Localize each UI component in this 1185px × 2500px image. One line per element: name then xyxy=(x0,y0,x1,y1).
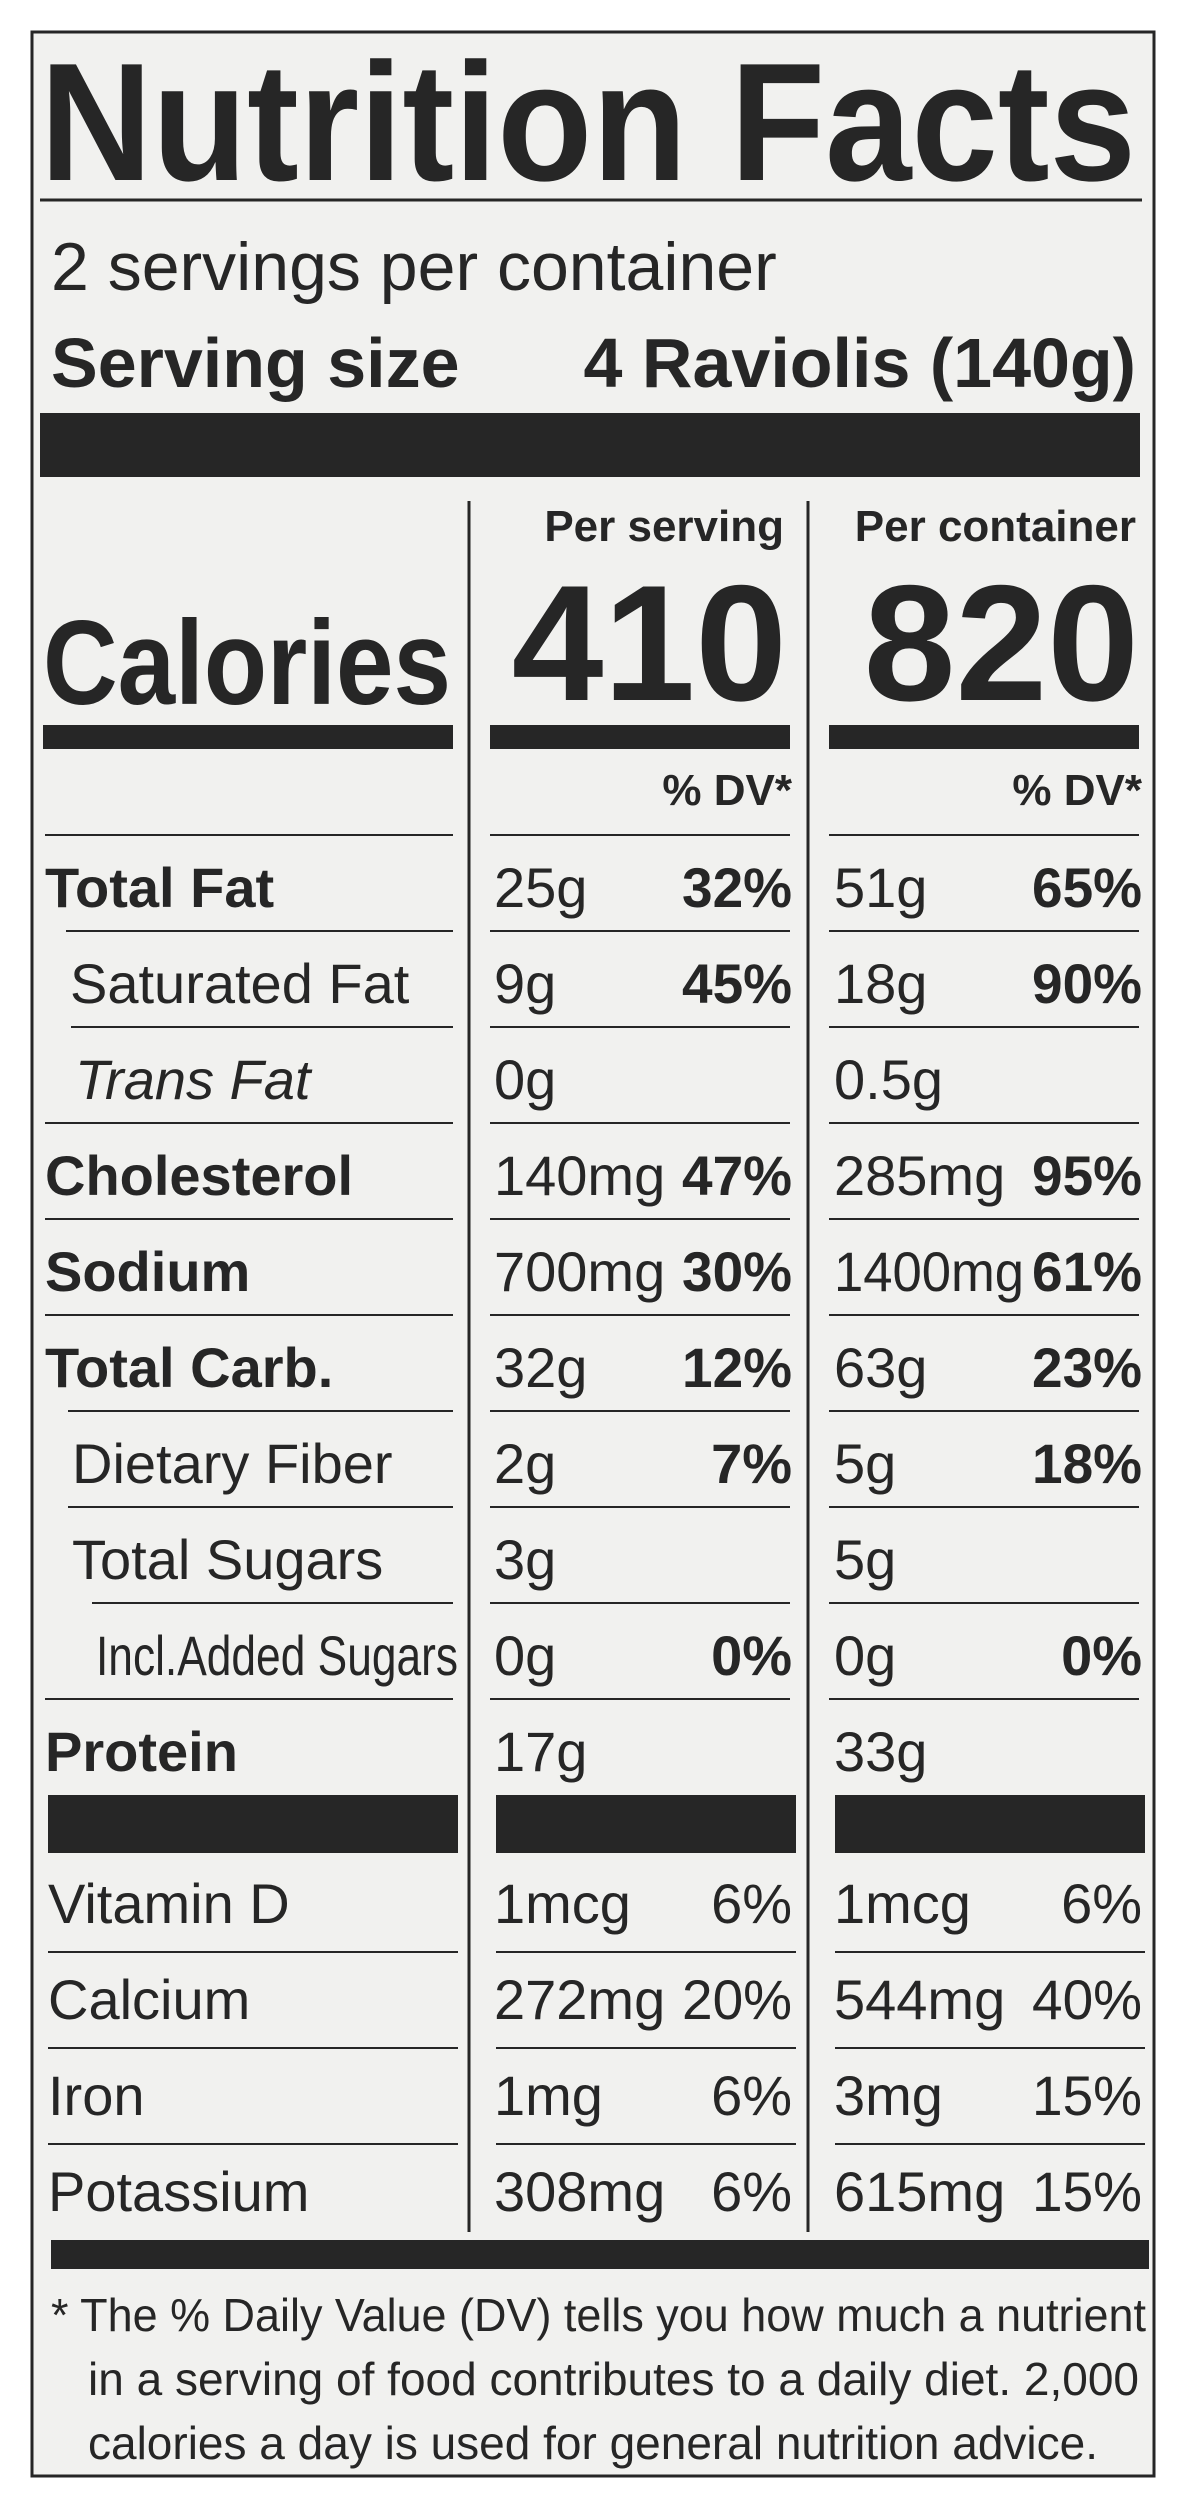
nutrient-dv: 6% xyxy=(711,1872,792,1935)
nutrient-amount: 1mcg xyxy=(494,1872,631,1935)
thick-bar xyxy=(835,1795,1145,1853)
nutrient-dv: 7% xyxy=(711,1432,792,1495)
thick-bar xyxy=(48,1795,458,1853)
nutrient-name: Potassium xyxy=(48,2160,309,2223)
nutrient-name: Saturated Fat xyxy=(70,952,410,1015)
nutrient-amount: 615mg xyxy=(834,2160,1005,2223)
nutrient-amount: 700mg xyxy=(494,1240,665,1303)
nutrient-name: Incl.Added Sugars xyxy=(96,1624,458,1687)
nutrient-dv: 15% xyxy=(1032,2160,1142,2223)
nutrient-amount: 2g xyxy=(494,1432,556,1495)
nutrient-amount: 63g xyxy=(834,1336,927,1399)
nutrient-amount: 5g xyxy=(834,1528,896,1591)
nutrient-dv: 12% xyxy=(682,1336,792,1399)
nutrient-amount: 140mg xyxy=(494,1144,665,1207)
nutrient-dv: 6% xyxy=(711,2064,792,2127)
nutrient-amount: 3mg xyxy=(834,2064,943,2127)
dv-header: % DV* xyxy=(662,766,792,815)
nutrient-dv: 0% xyxy=(711,1624,792,1687)
nutrient-amount: 33g xyxy=(834,1720,927,1783)
thick-bar xyxy=(43,725,453,749)
nutrient-dv: 47% xyxy=(682,1144,792,1207)
nutrient-dv: 18% xyxy=(1032,1432,1142,1495)
calories-value: 820 xyxy=(864,551,1139,735)
nutrient-dv: 30% xyxy=(682,1240,792,1303)
thick-bar xyxy=(51,2240,1149,2269)
nutrient-amount: 285mg xyxy=(834,1144,1005,1207)
footnote-line: calories a day is used for general nutri… xyxy=(88,2417,1098,2469)
nutrient-amount: 0g xyxy=(494,1624,556,1687)
nutrient-amount: 17g xyxy=(494,1720,587,1783)
nutrient-dv: 32% xyxy=(682,856,792,919)
nutrient-amount: 3g xyxy=(494,1528,556,1591)
nutrient-dv: 20% xyxy=(682,1968,792,2031)
nutrient-dv: 6% xyxy=(711,2160,792,2223)
nutrient-name: Sodium xyxy=(45,1240,250,1303)
nutrient-name: Total Carb. xyxy=(45,1336,333,1399)
nutrient-name: Iron xyxy=(48,2064,145,2127)
nutrient-amount: 0g xyxy=(494,1048,556,1111)
nutrient-amount: 32g xyxy=(494,1336,587,1399)
column-header: Per serving xyxy=(544,502,784,551)
nutrient-amount: 25g xyxy=(494,856,587,919)
title: Nutrition Facts xyxy=(40,28,1136,216)
nutrient-dv: 15% xyxy=(1032,2064,1142,2127)
footnote-line: in a serving of food contributes to a da… xyxy=(88,2353,1139,2405)
dv-header: % DV* xyxy=(1012,766,1142,815)
nutrient-dv: 0% xyxy=(1061,1624,1142,1687)
nutrient-amount: 1400mg xyxy=(834,1240,1024,1303)
nutrient-dv: 65% xyxy=(1032,856,1142,919)
serving-size-label: Serving size xyxy=(51,324,460,402)
nutrient-name: Vitamin D xyxy=(48,1872,290,1935)
nutrient-amount: 9g xyxy=(494,952,556,1015)
thick-bar xyxy=(40,413,1140,477)
nutrient-dv: 61% xyxy=(1032,1240,1142,1303)
servings-per-container: 2 servings per container xyxy=(51,229,777,305)
nutrient-name: Calcium xyxy=(48,1968,250,2031)
nutrient-amount: 1mcg xyxy=(834,1872,971,1935)
footnote-line: * The % Daily Value (DV) tells you how m… xyxy=(51,2289,1146,2341)
nutrient-amount: 544mg xyxy=(834,1968,1005,2031)
serving-size-value: 4 Raviolis (140g) xyxy=(584,324,1136,402)
nutrient-name: Protein xyxy=(45,1720,238,1783)
thick-bar xyxy=(829,725,1139,749)
nutrient-amount: 51g xyxy=(834,856,927,919)
nutrient-name: Total Sugars xyxy=(72,1528,383,1591)
thick-bar xyxy=(496,1795,796,1853)
nutrient-amount: 308mg xyxy=(494,2160,665,2223)
nutrient-dv: 6% xyxy=(1061,1872,1142,1935)
nutrient-name: Total Fat xyxy=(45,856,274,919)
nutrient-name: Dietary Fiber xyxy=(72,1432,393,1495)
nutrient-dv: 23% xyxy=(1032,1336,1142,1399)
nutrient-name: Cholesterol xyxy=(45,1144,353,1207)
nutrient-dv: 45% xyxy=(682,952,792,1015)
nutrient-amount: 5g xyxy=(834,1432,896,1495)
nutrient-dv: 95% xyxy=(1032,1144,1142,1207)
nutrient-amount: 272mg xyxy=(494,1968,665,2031)
nutrient-amount: 18g xyxy=(834,952,927,1015)
nutrient-dv: 90% xyxy=(1032,952,1142,1015)
nutrient-dv: 40% xyxy=(1032,1968,1142,2031)
column-header: Per container xyxy=(855,502,1136,551)
nutrient-amount: 0.5g xyxy=(834,1048,943,1111)
nutrient-amount: 0g xyxy=(834,1624,896,1687)
calories-value: 410 xyxy=(512,551,787,735)
nutrient-name: Trans Fat xyxy=(75,1048,313,1111)
nutrient-amount: 1mg xyxy=(494,2064,603,2127)
thick-bar xyxy=(490,725,790,749)
calories-label: Calories xyxy=(43,596,451,730)
